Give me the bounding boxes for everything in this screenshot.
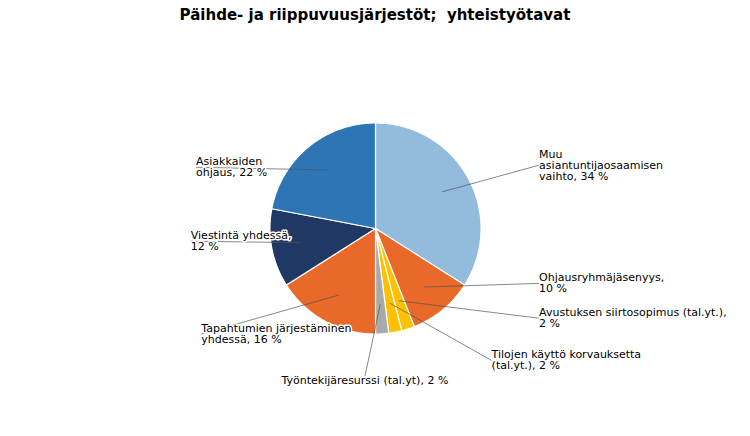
html-text:Päihde- ja riippuvuusjärjestöt: Päihde- ja riippuvuusjärjestöt; yhteisty… bbox=[179, 6, 571, 24]
svg-text:Tapahtumien järjestäminenyhdes: Tapahtumien järjestäminenyhdessä, 16 % bbox=[200, 322, 351, 346]
svg-text:Muuasiantuntijaosaamisenvaihto: Muuasiantuntijaosaamisenvaihto, 34 % bbox=[539, 148, 663, 183]
svg-text:Viestintä yhdessä,12 %: Viestintä yhdessä,12 % bbox=[191, 229, 292, 253]
svg-text:Ohjausryhmäjäsenyys,10 %: Ohjausryhmäjäsenyys,10 % bbox=[539, 271, 664, 295]
svg-text:Työntekijäresurssi (tal.yt), 2: Työntekijäresurssi (tal.yt), 2 % bbox=[281, 374, 449, 387]
svg-text:Tilojen käyttö korvauksetta(ta: Tilojen käyttö korvauksetta(tal.yt.), 2 … bbox=[491, 348, 641, 372]
svg-text:Avustuksen siirtosopimus (tal.: Avustuksen siirtosopimus (tal.yt.),2 % bbox=[539, 306, 727, 330]
svg-text:Asiakkaidenohjaus, 22 %: Asiakkaidenohjaus, 22 % bbox=[196, 155, 267, 179]
